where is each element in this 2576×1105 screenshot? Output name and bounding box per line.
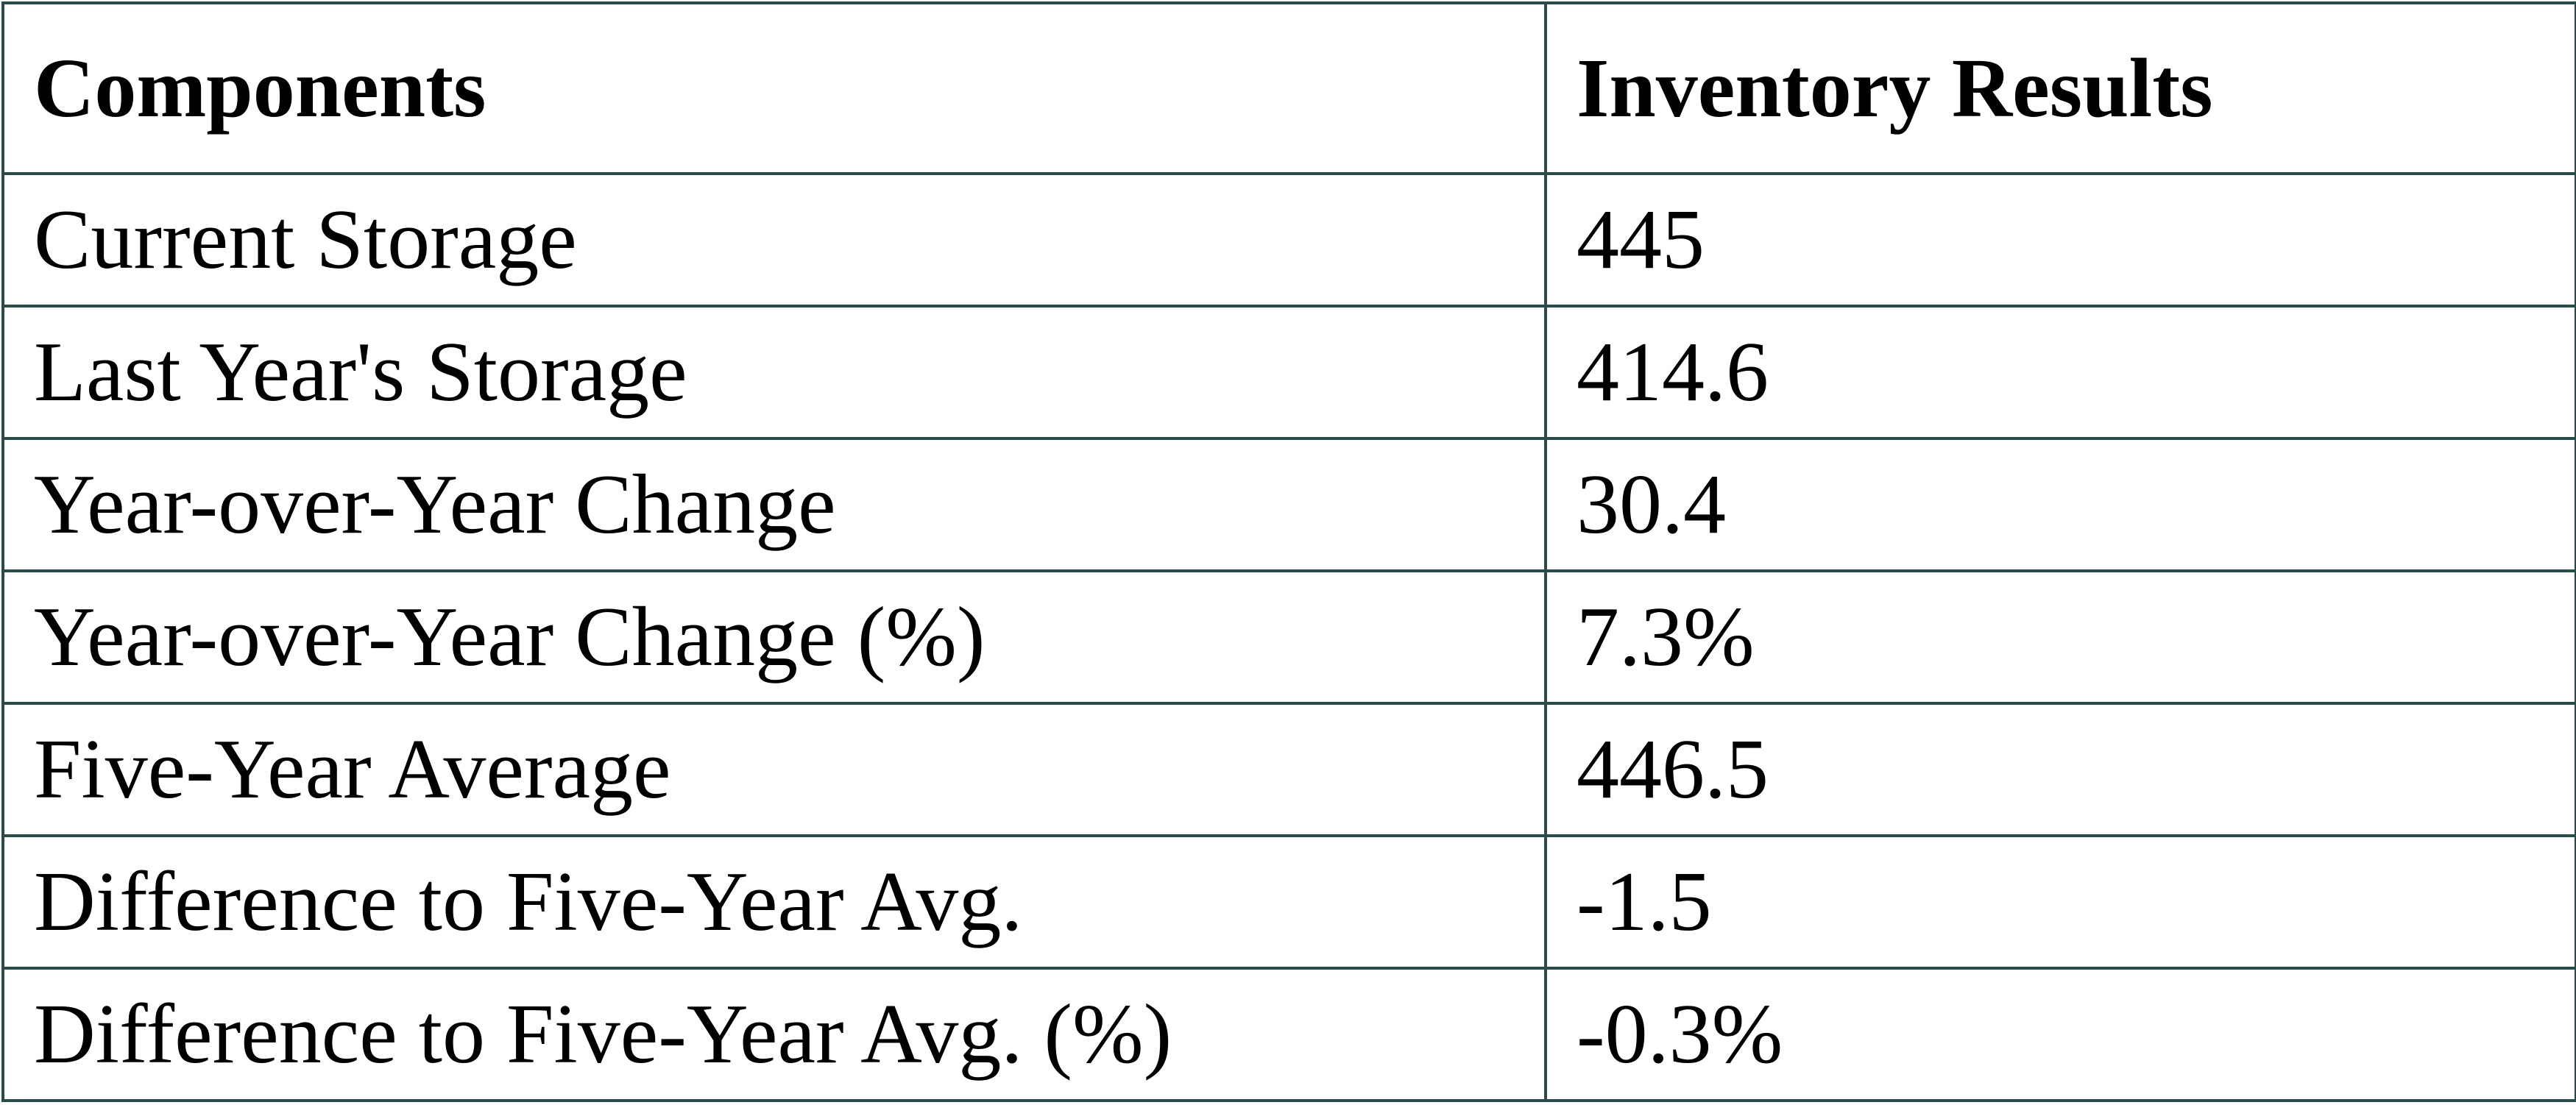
- table-row: Five-Year Average 446.5: [1, 702, 2576, 837]
- header-row: Components Inventory Results: [1, 1, 2576, 175]
- header-cell: Inventory Results: [1544, 1, 2576, 175]
- result-cell: 446.5: [1544, 702, 2576, 837]
- component-cell: Last Year's Storage: [1, 305, 1547, 440]
- result-cell: 414.6: [1544, 305, 2576, 440]
- table-row: Difference to Five-Year Avg. -1.5: [1, 834, 2576, 970]
- table-row: Year-over-Year Change (%) 7.3%: [1, 569, 2576, 705]
- table-header: Components Inventory Results: [1, 1, 2576, 175]
- table-row: Year-over-Year Change 30.4: [1, 437, 2576, 572]
- component-cell: Difference to Five-Year Avg. (%): [1, 967, 1547, 1102]
- component-cell: Difference to Five-Year Avg.: [1, 834, 1547, 970]
- table-row: Current Storage 445: [1, 172, 2576, 308]
- result-cell: -1.5: [1544, 834, 2576, 970]
- component-cell: Five-Year Average: [1, 702, 1547, 837]
- result-cell: 445: [1544, 172, 2576, 308]
- result-cell: -0.3%: [1544, 967, 2576, 1102]
- result-cell: 30.4: [1544, 437, 2576, 572]
- result-cell: 7.3%: [1544, 569, 2576, 705]
- header-cell: Components: [1, 1, 1547, 175]
- component-cell: Year-over-Year Change (%): [1, 569, 1547, 705]
- table-body: Current Storage 445 Last Year's Storage 414…: [1, 172, 2576, 1102]
- table-row: Last Year's Storage 414.6: [1, 305, 2576, 440]
- table-row: Difference to Five-Year Avg. (%) -0.3%: [1, 967, 2576, 1102]
- component-cell: Current Storage: [1, 172, 1547, 308]
- component-cell: Year-over-Year Change: [1, 437, 1547, 572]
